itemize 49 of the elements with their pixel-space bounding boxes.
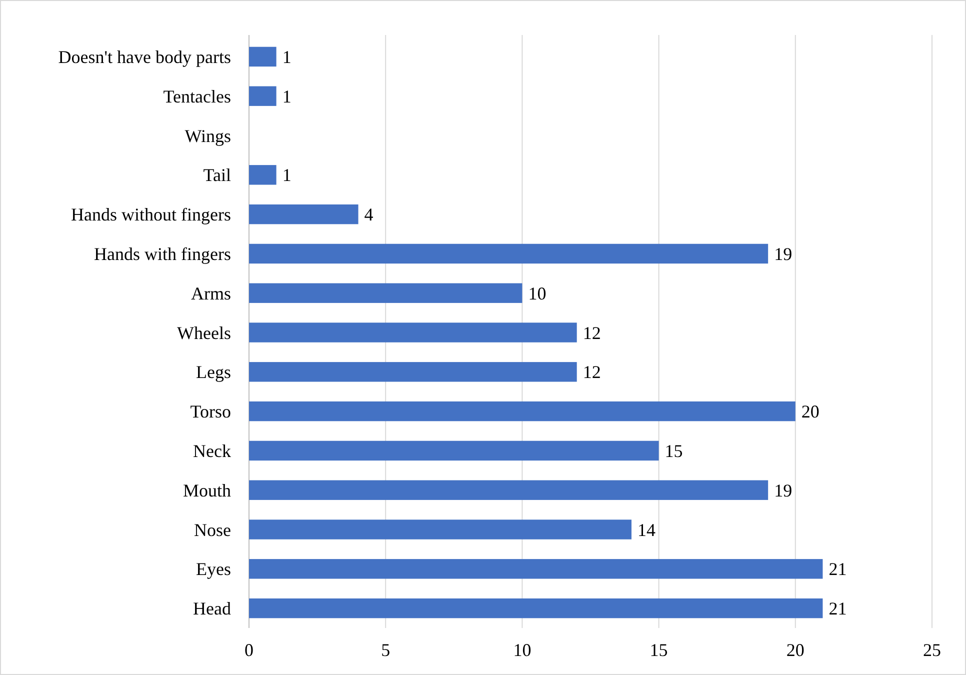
x-tick-label: 10 bbox=[513, 640, 532, 660]
x-tick-label: 20 bbox=[786, 640, 804, 660]
bar bbox=[249, 362, 577, 382]
bar bbox=[249, 46, 276, 67]
bar bbox=[249, 204, 358, 224]
bar bbox=[249, 165, 276, 185]
y-tick-label: Tentacles bbox=[163, 86, 231, 106]
y-tick-label: Torso bbox=[190, 402, 231, 422]
bar bbox=[249, 86, 276, 106]
y-tick-label: Hands without fingers bbox=[71, 204, 231, 225]
data-label: 12 bbox=[582, 322, 601, 343]
data-label: 19 bbox=[774, 244, 792, 264]
y-tick-label: Nose bbox=[194, 520, 232, 540]
data-label: 10 bbox=[528, 283, 546, 304]
data-label: 15 bbox=[664, 441, 683, 461]
bar bbox=[249, 520, 632, 540]
bar bbox=[249, 322, 577, 342]
bar bbox=[249, 559, 823, 579]
data-label: 4 bbox=[364, 204, 374, 225]
bar bbox=[249, 244, 768, 264]
data-label: 1 bbox=[282, 86, 292, 106]
data-label: 1 bbox=[282, 165, 292, 186]
x-tick-label: 5 bbox=[381, 640, 390, 660]
data-label: 1 bbox=[282, 47, 292, 67]
data-label: 21 bbox=[828, 559, 847, 580]
bar bbox=[249, 283, 522, 303]
data-label: 14 bbox=[637, 520, 656, 540]
y-tick-label: Hands with fingers bbox=[94, 244, 231, 264]
y-tick-label: Eyes bbox=[196, 559, 231, 580]
y-tick-label: Head bbox=[193, 598, 231, 619]
y-tick-label: Wheels bbox=[177, 322, 231, 343]
data-label: 20 bbox=[801, 402, 820, 422]
y-tick-label: Wings bbox=[184, 126, 231, 146]
y-tick-label: Legs bbox=[196, 362, 231, 382]
y-tick-label: Doesn't have body parts bbox=[58, 47, 231, 67]
data-label: 19 bbox=[774, 480, 792, 500]
bar bbox=[249, 598, 823, 618]
x-tick-label: 25 bbox=[923, 640, 941, 660]
x-tick-label: 0 bbox=[244, 640, 254, 660]
y-tick-label: Arms bbox=[191, 283, 231, 304]
y-tick-label: Neck bbox=[193, 441, 231, 461]
y-tick-label: Mouth bbox=[182, 480, 231, 500]
x-tick-label: 15 bbox=[650, 640, 668, 660]
bar bbox=[249, 401, 796, 422]
bar bbox=[249, 440, 659, 461]
data-label: 12 bbox=[582, 362, 601, 382]
data-label: 21 bbox=[828, 598, 847, 619]
y-tick-label: Tail bbox=[203, 165, 231, 186]
bar bbox=[249, 480, 768, 500]
